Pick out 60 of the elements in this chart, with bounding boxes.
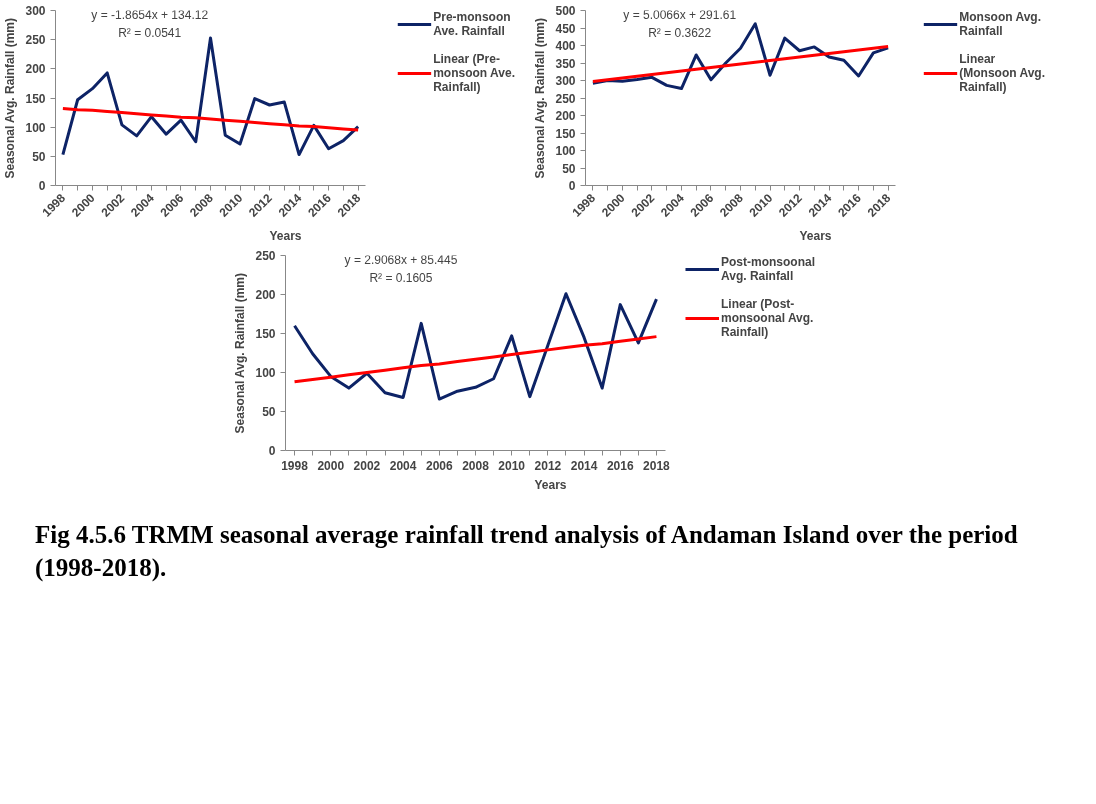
y-tick-label: 200	[255, 288, 276, 302]
y-tick-label: 0	[268, 444, 276, 458]
x-axis-title: Years	[534, 477, 567, 492]
line-series	[591, 45, 890, 84]
x-tick-label: 2004	[389, 458, 417, 473]
x-axis-title: Years	[799, 228, 832, 243]
line-series	[61, 36, 360, 157]
line-series	[61, 107, 360, 132]
x-tick-label: 2002	[353, 458, 381, 473]
y-tick-label: 250	[555, 91, 576, 106]
line-series	[293, 292, 658, 401]
annotation: R² = 0.1605	[369, 270, 433, 285]
annotation: y = 5.0066x + 291.61	[623, 7, 737, 22]
annotation: y = 2.9068x + 85.445	[344, 252, 458, 267]
y-axis-title: Seasonal Avg. Rainfall (mm)	[233, 272, 248, 434]
legend-label: Post-monsoonal Avg. Rainfall	[720, 255, 815, 283]
y-tick-label: 150	[555, 126, 576, 141]
y-tick-label: 500	[555, 4, 576, 18]
x-tick-label: 2016	[606, 458, 634, 473]
legend-label: Linear (Monsoon Avg. Rainfall)	[959, 52, 1045, 94]
y-axis-title: Seasonal Avg. Rainfall (mm)	[3, 17, 18, 179]
x-tick-label: 1998	[281, 458, 309, 473]
legend-label: Monsoon Avg. Rainfall	[959, 10, 1042, 38]
y-tick-label: 0	[568, 179, 576, 193]
legend-label: Linear (Post-monsoonal Avg. Rainfall)	[720, 297, 814, 339]
y-tick-label: 200	[555, 109, 576, 123]
y-tick-label: 100	[555, 144, 576, 158]
annotation: y = -1.8654x + 134.12	[91, 7, 209, 22]
y-tick-label: 50	[32, 149, 46, 164]
legend-label: Linear (Pre-monsoon Ave. Rainfall)	[433, 52, 515, 94]
line-series	[293, 335, 658, 384]
y-tick-label: 100	[25, 120, 46, 135]
y-tick-label: 350	[555, 56, 576, 71]
y-tick-label: 300	[25, 4, 46, 18]
annotation: R² = 0.3622	[648, 25, 712, 40]
y-axis-title: Seasonal Avg. Rainfall (mm)	[533, 17, 548, 179]
y-tick-label: 400	[555, 39, 576, 53]
y-tick-label: 0	[38, 179, 46, 193]
x-tick-label: 2014	[570, 458, 598, 473]
y-tick-label: 200	[25, 62, 46, 77]
y-tick-label: 150	[255, 327, 276, 341]
x-tick-label: 2018	[643, 458, 671, 473]
annotation: R² = 0.0541	[118, 25, 182, 40]
x-tick-label: 2006	[425, 458, 453, 473]
y-tick-label: 250	[25, 33, 46, 48]
x-tick-label: 2010	[498, 458, 526, 473]
x-tick-label: 2000	[317, 458, 345, 473]
y-tick-label: 250	[255, 249, 276, 263]
x-axis-title: Years	[269, 228, 302, 243]
x-tick-label: 2008	[462, 458, 490, 473]
legend-label: Pre-monsoon Ave. Rainfall	[433, 10, 511, 38]
y-tick-label: 300	[555, 74, 576, 88]
y-tick-label: 50	[262, 405, 276, 419]
line-series	[591, 22, 890, 91]
y-tick-label: 450	[555, 21, 576, 36]
y-tick-label: 100	[255, 366, 276, 380]
caption: Fig 4.5.6 TRMM seasonal average rainfall trend analysis of Andaman Island over the period (1998-2018).	[35, 520, 1019, 584]
y-tick-label: 150	[25, 91, 46, 106]
y-tick-label: 50	[562, 161, 576, 176]
x-tick-label: 2012	[534, 458, 562, 473]
